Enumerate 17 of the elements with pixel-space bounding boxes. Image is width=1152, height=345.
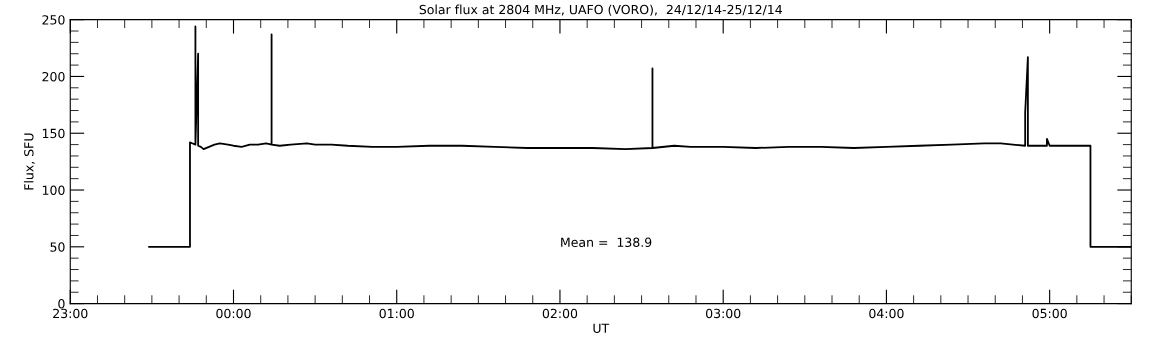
y-tick-label: 200	[42, 71, 65, 82]
x-tick-label: 02:00	[542, 308, 578, 319]
x-tick-label: 04:00	[869, 308, 904, 319]
x-axis-title: UT	[593, 323, 610, 334]
y-tick-label: 50	[50, 242, 65, 252]
x-tick-label: 05:00	[1032, 308, 1067, 319]
x-tick-label: 23:00	[53, 308, 88, 319]
y-tick-label: 0	[58, 299, 65, 309]
chart-title: Solar flux at 2804 MHz, UAFO (VORO), 24/12/14-25/12/14	[419, 4, 782, 16]
annotation: Mean = 138.9	[561, 237, 652, 247]
x-tick-label: 00:00	[216, 308, 251, 319]
y-axis-title: Flux, SFU	[23, 133, 35, 190]
y-tick-label: 100	[42, 185, 65, 195]
y-tick-label: 150	[42, 128, 65, 139]
x-tick-label: 03:00	[706, 308, 741, 319]
x-tick-label: 01:00	[379, 308, 414, 319]
y-tick-label: 250	[42, 15, 65, 25]
